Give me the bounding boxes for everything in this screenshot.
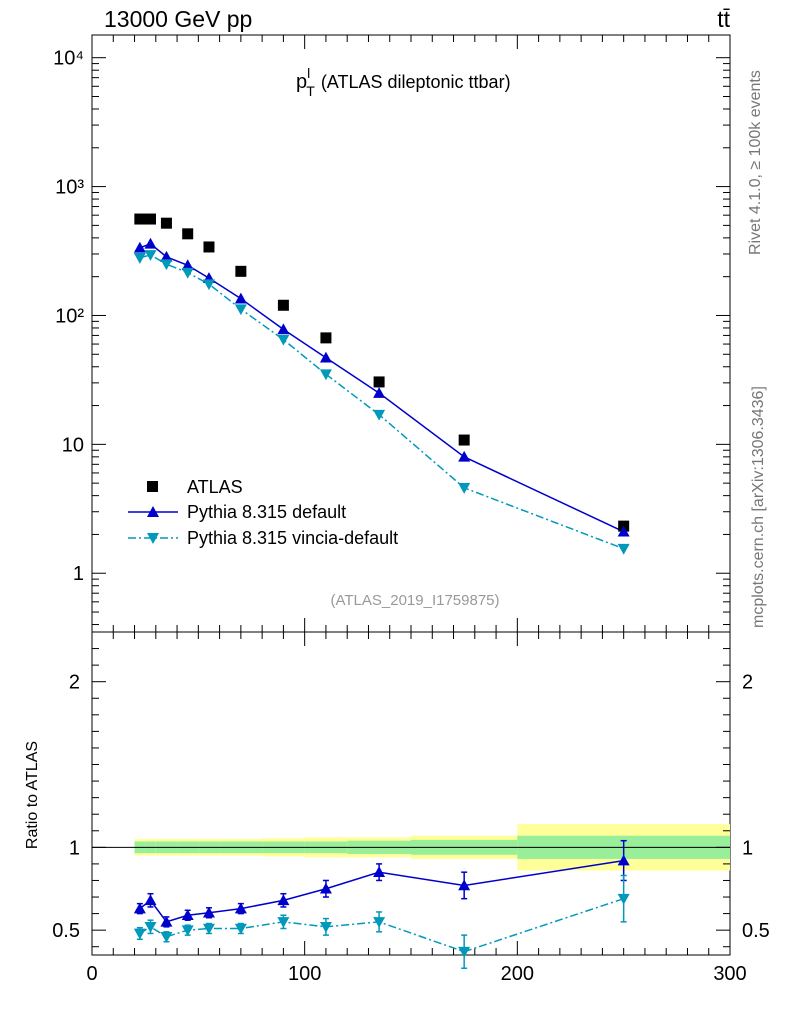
- atlas-point: [458, 434, 470, 446]
- process-label: tt̄: [717, 6, 730, 32]
- ratio-y-tick-label-right: 0.5: [742, 920, 770, 942]
- default-point: [319, 351, 332, 363]
- vincia-ratio-point: [234, 923, 247, 935]
- vincia-ratio-point: [617, 893, 630, 905]
- atlas-point: [320, 332, 332, 344]
- title-main: p: [296, 71, 307, 93]
- atlas-point: [373, 376, 385, 388]
- default-ratio-point: [144, 894, 157, 906]
- vincia-ratio-point: [160, 931, 173, 943]
- main-y-tick-label: 1: [73, 563, 84, 585]
- x-tick-label: 100: [288, 963, 321, 985]
- default-point: [277, 323, 290, 335]
- atlas-point: [144, 213, 156, 225]
- atlas-point: [203, 241, 215, 253]
- ratio-y-tick-label: 2: [69, 672, 80, 694]
- vincia-point: [617, 543, 630, 555]
- default-ratio-point: [160, 915, 173, 927]
- default-ratio-point: [277, 894, 290, 906]
- vincia-point: [202, 279, 215, 291]
- ratio-y-tick-label: 0.5: [52, 920, 80, 942]
- default-ratio-point: [373, 866, 386, 877]
- rivet-label: Rivet 4.1.0, ≥ 100k events: [747, 70, 764, 255]
- default-point: [373, 387, 386, 398]
- main-series: [133, 213, 630, 555]
- title-sub: T: [306, 83, 315, 99]
- ratio-series: [133, 839, 630, 970]
- legend-label-atlas: ATLAS: [187, 477, 243, 497]
- title-sup: l: [307, 65, 310, 81]
- ratio-y-tick-label-right: 1: [742, 837, 753, 859]
- vincia-point: [160, 259, 173, 271]
- plot-title: pl T (ATLAS dileptonic ttbar): [296, 65, 511, 99]
- vincia-point: [234, 304, 247, 316]
- vincia-ratio-point: [458, 946, 471, 958]
- atlas-point: [134, 213, 146, 225]
- vincia-ratio-point: [181, 925, 194, 937]
- vincia-point: [133, 253, 146, 264]
- ratio-y-tick-label: 1: [69, 837, 80, 859]
- atlas-point: [277, 299, 289, 311]
- legend-marker-vincia: [147, 533, 159, 544]
- legend: ATLAS Pythia 8.315 default Pythia 8.315 …: [128, 477, 398, 548]
- default-point: [181, 259, 194, 271]
- x-tick-label: 0: [86, 963, 97, 985]
- default-ratio-point: [458, 879, 471, 891]
- default-point: [458, 450, 471, 462]
- vincia-point: [144, 250, 157, 261]
- main-y-tick-label: 10⁴: [53, 48, 84, 70]
- main-y-tick-label: 10: [62, 434, 84, 456]
- legend-marker-default: [147, 506, 159, 517]
- ratio-bands: [92, 824, 730, 871]
- vincia-ratio-point: [133, 928, 146, 940]
- vincia-point: [458, 483, 471, 494]
- default-point: [617, 525, 630, 537]
- vincia-ratio-point: [319, 922, 332, 933]
- default-point: [144, 237, 157, 249]
- legend-marker-atlas: [147, 481, 158, 492]
- default-point: [160, 250, 173, 262]
- legend-label-default: Pythia 8.315 default: [187, 502, 346, 522]
- ratio-ylabel: Ratio to ATLAS: [24, 741, 41, 849]
- vincia-point: [277, 334, 290, 346]
- vincia-ratio-line: [139, 897, 624, 953]
- default-ratio-point: [234, 902, 247, 914]
- atlas-point: [182, 228, 194, 240]
- vincia-point: [181, 267, 194, 279]
- energy-label: 13000 GeV pp: [104, 6, 252, 32]
- vincia-ratio-point: [373, 917, 386, 928]
- default-ratio-point: [617, 854, 630, 866]
- default-ratio-point: [202, 906, 215, 918]
- default-ratio-point: [133, 902, 146, 914]
- main-y-tick-label: 10³: [55, 177, 84, 199]
- atlas-point: [160, 217, 172, 229]
- vincia-ratio-point: [277, 917, 290, 928]
- legend-label-vincia: Pythia 8.315 vincia-default: [187, 528, 398, 548]
- default-ratio-point: [319, 882, 332, 894]
- atlas-point: [235, 265, 247, 277]
- ratio-panel-frame: [91, 631, 731, 956]
- vincia-ratio-point: [144, 922, 157, 933]
- title-rest: (ATLAS dileptonic ttbar): [321, 72, 511, 92]
- default-ratio-point: [181, 909, 194, 921]
- vincia-ratio-point: [202, 923, 215, 935]
- x-tick-label: 200: [501, 963, 534, 985]
- default-point: [234, 292, 247, 304]
- vincia-point: [373, 409, 386, 421]
- axes: 0 100 200 300 1 10 10² 10³ 10⁴ 0.5 0.5 1 1 2 2: [52, 35, 770, 985]
- mcplots-label: mcplots.cern.ch [arXiv:1306.3436]: [750, 386, 767, 628]
- ratio-y-tick-label-right: 2: [742, 672, 753, 694]
- x-tick-label: 300: [713, 963, 746, 985]
- main-y-tick-label: 10²: [55, 305, 84, 327]
- default-point: [133, 241, 146, 253]
- vincia-point: [319, 369, 332, 381]
- analysis-id: (ATLAS_2019_I1759875): [330, 592, 499, 609]
